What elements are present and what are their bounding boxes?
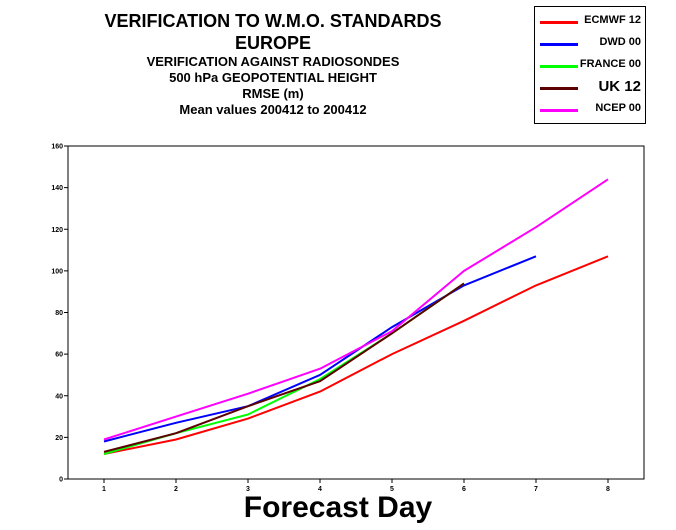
chart-subtitle-period: Mean values 200412 to 200412: [179, 102, 367, 117]
legend-item-ncep: NCEP 00: [535, 99, 647, 121]
series-line-ncep-00: [103, 178, 609, 441]
chart-subtitle-metric: RMSE (m): [242, 86, 304, 101]
y-tick-label: 160: [51, 144, 63, 151]
legend: ECMWF 12 DWD 00 FRANCE 00 UK 12 NCEP 00: [534, 6, 646, 124]
legend-item-france: FRANCE 00: [535, 55, 647, 77]
x-tick-label: 2: [174, 486, 178, 493]
legend-label-france: FRANCE 00: [579, 58, 641, 70]
legend-item-dwd: DWD 00: [535, 33, 647, 55]
x-tick-label: 5: [390, 486, 394, 493]
legend-swatch-ecmwf: [540, 21, 578, 24]
chart-region: EUROPE: [234, 33, 312, 53]
y-tick-label: 20: [55, 435, 63, 442]
legend-label-uk: UK 12: [598, 78, 641, 95]
legend-item-ecmwf: ECMWF 12: [535, 11, 647, 33]
y-tick-label: 140: [51, 185, 63, 192]
y-tick-label: 100: [51, 268, 63, 275]
legend-swatch-uk: [540, 87, 578, 90]
legend-swatch-france: [540, 65, 578, 68]
x-tick-label: 4: [318, 486, 322, 493]
chart-title: VERIFICATION TO W.M.O. STANDARDS: [104, 11, 442, 31]
legend-label-ncep: NCEP 00: [595, 102, 641, 114]
y-tick-label: 0: [59, 477, 63, 484]
legend-swatch-dwd: [540, 43, 578, 46]
chart-subtitle-parameter: 500 hPa GEOPOTENTIAL HEIGHT: [169, 70, 377, 85]
y-tick-label: 80: [55, 310, 63, 317]
legend-swatch-ncep: [540, 109, 578, 112]
x-tick-label: 7: [534, 486, 538, 493]
y-tick-label: 40: [55, 393, 63, 400]
x-tick-label: 3: [246, 486, 250, 493]
series-line-ecmwf-12: [103, 255, 609, 455]
x-axis-label: Forecast Day: [243, 491, 433, 524]
chart-subtitle-verification: VERIFICATION AGAINST RADIOSONDES: [146, 54, 400, 69]
series-line-dwd-00: [103, 255, 537, 443]
chart-titles: VERIFICATION TO W.M.O. STANDARDS EUROPE …: [60, 10, 486, 118]
legend-label-dwd: DWD 00: [599, 36, 641, 48]
x-tick-label: 1: [102, 486, 106, 493]
x-tick-label: 6: [462, 486, 466, 493]
y-tick-label: 120: [51, 227, 63, 234]
legend-item-uk: UK 12: [535, 77, 647, 99]
y-tick-label: 60: [55, 352, 63, 359]
series-line-uk-12: [103, 282, 465, 453]
legend-label-ecmwf: ECMWF 12: [584, 14, 641, 26]
x-tick-label: 8: [606, 486, 610, 493]
